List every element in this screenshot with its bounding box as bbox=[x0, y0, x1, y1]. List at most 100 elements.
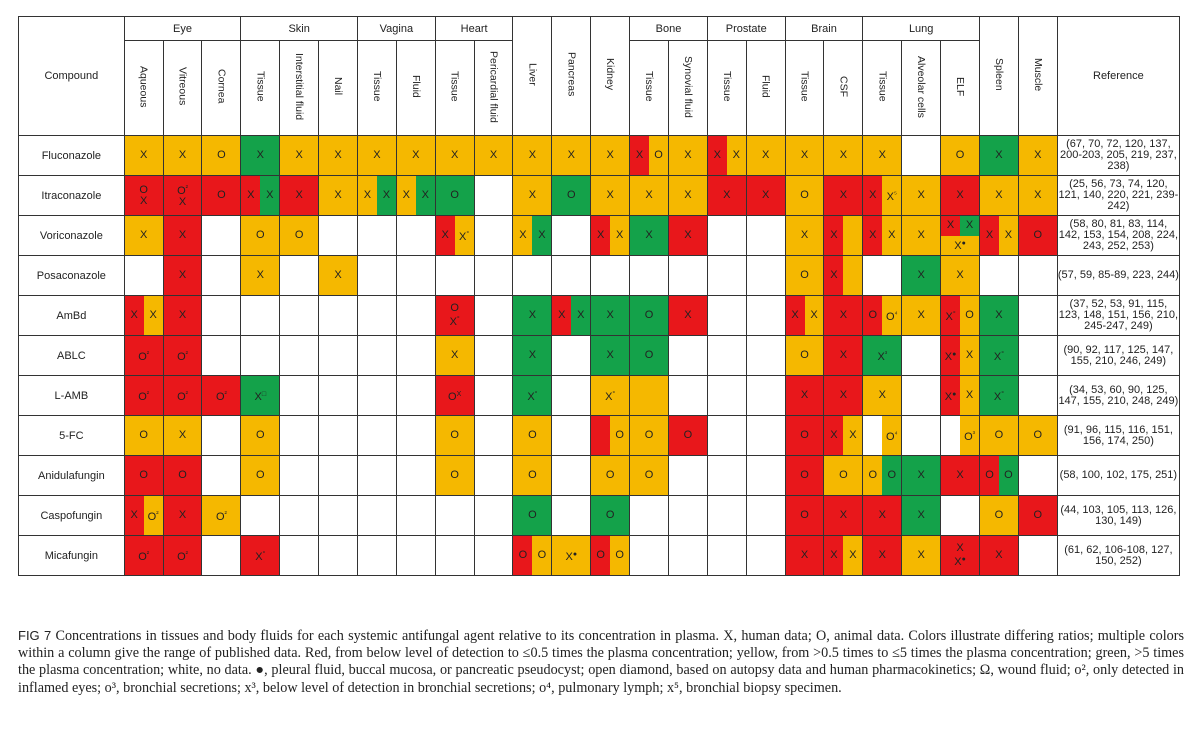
data-cell bbox=[318, 495, 358, 536]
data-cell: X X⁵ bbox=[862, 175, 903, 216]
cell-segment: X³ bbox=[863, 336, 902, 375]
data-cell: X bbox=[823, 135, 864, 176]
data-cell: X bbox=[162, 135, 203, 176]
data-cell bbox=[706, 455, 747, 496]
data-cell bbox=[940, 495, 981, 536]
data-cell bbox=[279, 255, 320, 296]
cell-segment: O bbox=[241, 456, 280, 495]
cell-segment: X bbox=[882, 216, 902, 255]
data-cell: X bbox=[979, 175, 1019, 216]
cell-segment bbox=[474, 216, 513, 255]
subheader-bone-synovial-fluid: Synovial fluid bbox=[667, 40, 708, 136]
data-cell: O bbox=[1017, 215, 1058, 256]
cell-segment: X bbox=[960, 336, 980, 375]
cell-segment: O bbox=[513, 536, 533, 575]
cell-segment bbox=[1018, 256, 1057, 295]
data-cell: O bbox=[590, 495, 631, 536]
data-cell: X° bbox=[512, 375, 553, 416]
data-cell: X bbox=[979, 295, 1019, 336]
data-cell: X bbox=[279, 175, 320, 216]
table-row: 5-FC O X O O O O O O O X X O⁴ O³ O O (91, 96, 115, 116, … bbox=[18, 415, 1181, 456]
data-cell: X bbox=[356, 135, 397, 176]
cell-segment: X bbox=[902, 256, 941, 295]
data-cell bbox=[706, 335, 747, 376]
cell-segment bbox=[280, 496, 319, 535]
cell-segment: X bbox=[319, 256, 357, 295]
cell-segment: O X° bbox=[435, 296, 474, 335]
data-cell bbox=[395, 375, 436, 416]
cell-segment bbox=[1018, 336, 1057, 375]
cell-segment: X bbox=[998, 216, 1018, 255]
cell-segment: O bbox=[630, 296, 668, 335]
cell-segment: X bbox=[163, 496, 202, 535]
cell-segment: X bbox=[726, 136, 746, 175]
cell-segment bbox=[202, 256, 241, 295]
cell-segment: X° bbox=[513, 376, 552, 415]
data-cell bbox=[901, 415, 942, 456]
cell-segment bbox=[668, 336, 707, 375]
cell-segment: X bbox=[513, 336, 552, 375]
data-cell bbox=[473, 335, 514, 376]
subheader-brain-csf: CSF bbox=[823, 40, 864, 136]
cell-segment bbox=[474, 456, 513, 495]
data-cell bbox=[473, 255, 514, 296]
data-cell: O bbox=[1017, 415, 1058, 456]
cell-segment: X bbox=[980, 216, 999, 255]
cell-segment bbox=[1018, 456, 1057, 495]
cell-segment: O bbox=[1018, 416, 1057, 455]
data-cell: X bbox=[823, 375, 864, 416]
cell-segment: X bbox=[902, 296, 941, 335]
data-cell: X bbox=[162, 215, 203, 256]
reference-header: Reference bbox=[1056, 16, 1181, 136]
data-cell bbox=[356, 215, 397, 256]
data-cell: O bbox=[201, 135, 242, 176]
cell-segment bbox=[552, 256, 591, 295]
cell-segment: X bbox=[863, 536, 902, 575]
data-cell: OX bbox=[434, 375, 475, 416]
data-cell: O bbox=[512, 495, 553, 536]
cell-segment bbox=[630, 496, 668, 535]
data-cell: X bbox=[590, 175, 631, 216]
cell-segment bbox=[280, 536, 319, 575]
figure: Compound Eye Skin Vagina Heart Liver Pancreas K… bbox=[18, 16, 1182, 576]
caption-text: Concentrations in tissues and body fluid… bbox=[18, 628, 1184, 696]
cell-segment: O bbox=[863, 456, 883, 495]
data-cell: O bbox=[162, 455, 203, 496]
cell-segment bbox=[435, 536, 474, 575]
cell-segment bbox=[707, 416, 746, 455]
cell-segment bbox=[396, 376, 435, 415]
cell-segment: X bbox=[902, 536, 941, 575]
cell-segment: X bbox=[532, 216, 552, 255]
data-cell: O bbox=[279, 215, 320, 256]
cell-segment: X bbox=[591, 296, 630, 335]
data-cell bbox=[318, 215, 358, 256]
table-row: Itraconazole O X O² X O X X X X X X X X O X O X X X X X O X X X⁵ X… bbox=[18, 175, 1181, 216]
data-cell bbox=[1017, 295, 1058, 336]
cell-segment bbox=[552, 376, 591, 415]
cell-segment: X bbox=[552, 296, 572, 335]
data-cell: O bbox=[434, 455, 475, 496]
cell-segment bbox=[396, 296, 435, 335]
data-cell: O bbox=[940, 135, 981, 176]
data-cell: X bbox=[823, 175, 864, 216]
cell-segment: O bbox=[124, 416, 163, 455]
cell-segment: O bbox=[202, 136, 241, 175]
cell-segment: O² bbox=[163, 536, 202, 575]
data-cell: O⁴ bbox=[862, 415, 903, 456]
data-cell: O bbox=[784, 495, 825, 536]
data-cell: O bbox=[551, 175, 592, 216]
reference-cell: (90, 92, 117, 125, 147, 155, 210, 246, 2… bbox=[1056, 335, 1181, 376]
data-cell bbox=[745, 455, 786, 496]
cell-segment: X● bbox=[941, 336, 961, 375]
cell-segment bbox=[1018, 536, 1057, 575]
cell-segment: O bbox=[591, 456, 630, 495]
data-cell: X bbox=[318, 175, 358, 216]
cell-segment: X bbox=[785, 296, 805, 335]
cell-segment bbox=[202, 536, 241, 575]
data-cell: O bbox=[667, 415, 708, 456]
data-cell bbox=[551, 255, 592, 296]
